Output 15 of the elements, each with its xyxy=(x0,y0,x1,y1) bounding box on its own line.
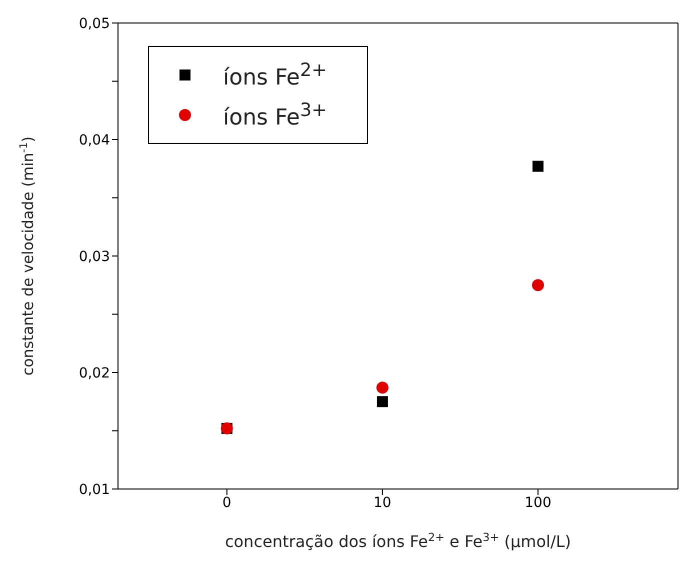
point xyxy=(376,382,388,394)
legend-label: íons Fe$^{3+}$ xyxy=(223,100,327,130)
y-tick-label: 0,05 xyxy=(78,16,110,32)
x-tick-label: 0 xyxy=(222,494,232,511)
y-tick-label: 0,03 xyxy=(78,248,110,265)
point xyxy=(532,279,544,292)
y-tick-label: 0,04 xyxy=(78,132,110,148)
point xyxy=(532,160,544,172)
x-tick-label: 10 xyxy=(374,494,392,511)
y-tick-label: 0,02 xyxy=(78,365,110,382)
x-axis-title: concentração dos íons Fe$^{2+}$ e Fe$^{3+}$ (µmol/L) xyxy=(224,530,572,551)
legend-label: íons Fe$^{2+}$ xyxy=(223,60,327,90)
y-tick-label: 0,01 xyxy=(78,482,110,498)
point xyxy=(376,396,388,408)
x-tick-label: 100 xyxy=(524,494,552,511)
